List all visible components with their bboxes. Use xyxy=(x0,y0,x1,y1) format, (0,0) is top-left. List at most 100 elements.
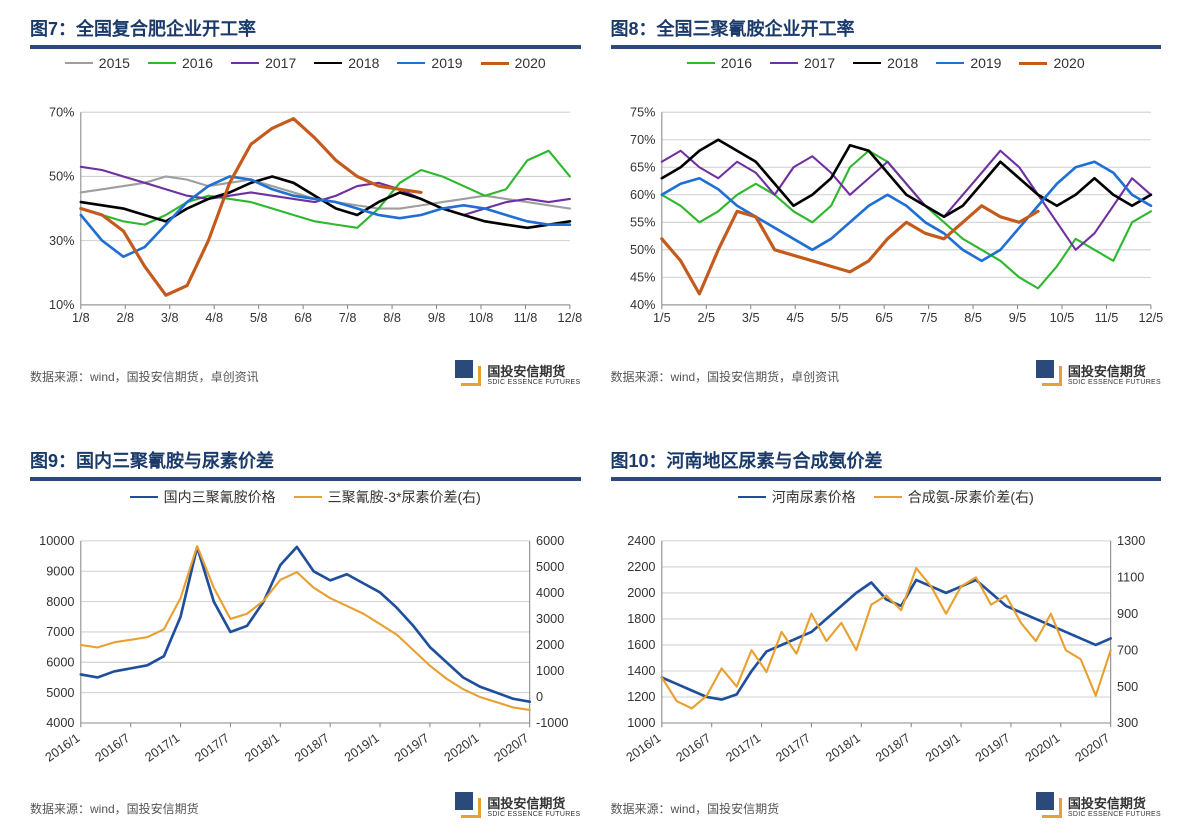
logo: 国投安信期货 SDIC ESSENCE FUTURES xyxy=(461,365,580,387)
legend-label: 三聚氰胺-3*尿素价差(右) xyxy=(328,487,481,507)
legend-swatch xyxy=(687,62,715,64)
legend-10: 河南尿素价格 合成氨-尿素价差(右) xyxy=(611,487,1162,507)
svg-text:1100: 1100 xyxy=(1117,571,1144,585)
svg-text:6/8: 6/8 xyxy=(294,311,312,325)
svg-text:5000: 5000 xyxy=(46,686,74,700)
svg-text:2020/7: 2020/7 xyxy=(1072,731,1112,765)
svg-text:0: 0 xyxy=(536,690,543,704)
svg-text:1000: 1000 xyxy=(627,716,655,730)
legend-7: 201520162017201820192020 xyxy=(30,55,581,71)
chart-svg-9: 40005000600070008000900010000-1000010002… xyxy=(30,511,581,791)
legend-item: 2015 xyxy=(65,55,130,71)
chart-area-7: 10%30%50%70%1/82/83/84/85/86/87/88/89/81… xyxy=(30,75,581,359)
chart-svg-8: 40%45%50%55%60%65%70%75%1/52/53/54/55/56… xyxy=(611,75,1162,359)
logo-en: SDIC ESSENCE FUTURES xyxy=(487,379,580,387)
chart-title: 图7：全国复合肥企业开工率 xyxy=(30,15,581,49)
svg-text:500: 500 xyxy=(1117,680,1138,694)
svg-text:-1000: -1000 xyxy=(536,716,568,730)
legend-swatch xyxy=(294,496,322,498)
svg-text:2019/1: 2019/1 xyxy=(342,731,382,765)
svg-text:700: 700 xyxy=(1117,643,1138,657)
legend-label: 2020 xyxy=(515,55,546,71)
svg-text:8/8: 8/8 xyxy=(383,311,401,325)
svg-text:11/8: 11/8 xyxy=(514,311,538,325)
legend-label: 2019 xyxy=(431,55,462,71)
legend-swatch xyxy=(853,62,881,65)
legend-swatch xyxy=(397,62,425,65)
svg-text:2018/7: 2018/7 xyxy=(292,731,332,765)
svg-text:5/5: 5/5 xyxy=(830,311,848,325)
legend-item: 2020 xyxy=(481,55,546,71)
svg-text:1300: 1300 xyxy=(1117,534,1145,548)
legend-label: 2016 xyxy=(182,55,213,71)
chart-svg-10: 1000120014001600180020002200240030050070… xyxy=(611,511,1162,791)
legend-label: 合成氨-尿素价差(右) xyxy=(908,487,1034,507)
source-text: 数据来源：wind，国投安信期货 xyxy=(30,800,199,817)
legend-swatch xyxy=(481,62,509,65)
source-text: 数据来源：wind，国投安信期货 xyxy=(611,800,780,817)
svg-text:12/5: 12/5 xyxy=(1138,311,1163,325)
legend-label: 2018 xyxy=(887,55,918,71)
svg-text:10/8: 10/8 xyxy=(469,311,494,325)
legend-swatch xyxy=(148,62,176,64)
legend-swatch xyxy=(936,62,964,65)
svg-text:2200: 2200 xyxy=(627,560,655,574)
svg-text:1200: 1200 xyxy=(627,690,655,704)
logo: 国投安信期货 SDIC ESSENCE FUTURES xyxy=(1042,797,1161,819)
chart-area-10: 1000120014001600180020002200240030050070… xyxy=(611,511,1162,791)
svg-text:4/5: 4/5 xyxy=(786,311,804,325)
svg-text:9/5: 9/5 xyxy=(1008,311,1026,325)
legend-item: 2016 xyxy=(687,55,752,71)
svg-text:2019/1: 2019/1 xyxy=(922,731,962,765)
svg-text:2017/1: 2017/1 xyxy=(142,731,182,765)
legend-swatch xyxy=(874,496,902,498)
legend-item: 河南尿素价格 xyxy=(738,487,856,507)
svg-text:2019/7: 2019/7 xyxy=(972,731,1012,765)
panel-chart10: 图10：河南地区尿素与合成氨价差 河南尿素价格合成氨-尿素价差(右) 10001… xyxy=(611,447,1162,819)
panel-chart8: 图8：全国三聚氰胺企业开工率 20162017201820192020 40%4… xyxy=(611,15,1162,387)
legend-swatch xyxy=(314,62,342,65)
svg-text:6000: 6000 xyxy=(536,534,564,548)
svg-text:2018/1: 2018/1 xyxy=(823,731,863,765)
svg-text:2/5: 2/5 xyxy=(697,311,715,325)
logo-icon xyxy=(1042,798,1062,818)
svg-text:1/8: 1/8 xyxy=(72,311,90,325)
legend-item: 2017 xyxy=(770,55,835,71)
panel-chart9: 图9：国内三聚氰胺与尿素价差 国内三聚氰胺价格三聚氰胺-3*尿素价差(右) 40… xyxy=(30,447,581,819)
footer-10: 数据来源：wind，国投安信期货 国投安信期货 SDIC ESSENCE FUT… xyxy=(611,797,1162,819)
logo-icon xyxy=(461,798,481,818)
panel-chart7: 图7：全国复合肥企业开工率 201520162017201820192020 1… xyxy=(30,15,581,387)
logo-cn: 国投安信期货 xyxy=(487,797,580,811)
legend-swatch xyxy=(65,62,93,64)
svg-text:40%: 40% xyxy=(630,298,655,312)
svg-text:2020/1: 2020/1 xyxy=(1022,731,1062,765)
svg-text:2020/1: 2020/1 xyxy=(442,731,482,765)
svg-text:6000: 6000 xyxy=(46,656,74,670)
svg-text:55%: 55% xyxy=(630,216,655,230)
legend-swatch xyxy=(231,62,259,64)
svg-text:2000: 2000 xyxy=(536,638,564,652)
svg-text:60%: 60% xyxy=(630,188,655,202)
svg-text:2400: 2400 xyxy=(627,534,655,548)
svg-text:11/5: 11/5 xyxy=(1094,311,1118,325)
svg-text:3/8: 3/8 xyxy=(161,311,179,325)
logo-icon xyxy=(461,366,481,386)
footer-8: 数据来源：wind，国投安信期货，卓创资讯 国投安信期货 SDIC ESSENC… xyxy=(611,365,1162,387)
legend-label: 2015 xyxy=(99,55,130,71)
logo-en: SDIC ESSENCE FUTURES xyxy=(487,811,580,819)
svg-text:4000: 4000 xyxy=(536,586,564,600)
logo: 国投安信期货 SDIC ESSENCE FUTURES xyxy=(461,797,580,819)
svg-text:2018/1: 2018/1 xyxy=(242,731,282,765)
footer-7: 数据来源：wind，国投安信期货，卓创资讯 国投安信期货 SDIC ESSENC… xyxy=(30,365,581,387)
legend-label: 2016 xyxy=(721,55,752,71)
chart-svg-7: 10%30%50%70%1/82/83/84/85/86/87/88/89/81… xyxy=(30,75,581,359)
legend-item: 2018 xyxy=(853,55,918,71)
legend-8: 20162017201820192020 xyxy=(611,55,1162,71)
svg-text:10/5: 10/5 xyxy=(1049,311,1074,325)
svg-text:70%: 70% xyxy=(630,133,655,147)
svg-text:70%: 70% xyxy=(49,105,74,119)
svg-text:1000: 1000 xyxy=(536,664,564,678)
svg-text:2016/1: 2016/1 xyxy=(623,731,663,765)
logo-en: SDIC ESSENCE FUTURES xyxy=(1068,379,1161,387)
chart-area-8: 40%45%50%55%60%65%70%75%1/52/53/54/55/56… xyxy=(611,75,1162,359)
